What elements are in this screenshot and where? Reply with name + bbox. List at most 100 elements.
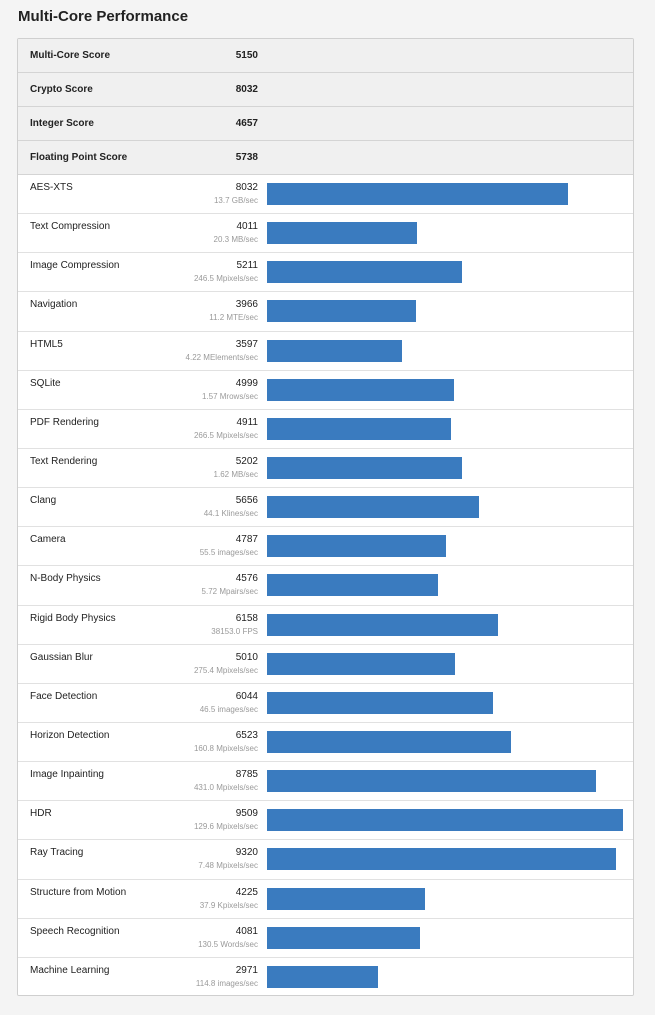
- benchmark-rate: 275.4 Mpixels/sec: [193, 665, 258, 675]
- benchmark-row: Speech Recognition 4081 130.5 Words/sec: [18, 918, 633, 958]
- benchmark-section: AES-XTS 8032 13.7 GB/sec Text Compression 40…: [18, 175, 633, 995]
- summary-label: Integer Score: [30, 118, 94, 129]
- summary-value: 4657: [235, 118, 258, 129]
- benchmark-row: PDF Rendering 4911 266.5 Mpixels/sec: [18, 409, 633, 449]
- benchmark-name: HTML5: [30, 338, 63, 350]
- benchmark-score: 4011: [236, 221, 258, 233]
- summary-section: Multi-Core Score 5150 Crypto Score 8032 Inte…: [18, 39, 633, 175]
- benchmark-row: AES-XTS 8032 13.7 GB/sec: [18, 175, 633, 215]
- benchmark-name: Camera: [30, 534, 66, 546]
- summary-row: Crypto Score 8032: [18, 73, 633, 107]
- benchmark-score: 3597: [235, 338, 258, 350]
- benchmark-row: Structure from Motion 4225 37.9 Kpixels/se…: [18, 879, 633, 919]
- benchmark-row: Text Rendering 5202 1.62 MB/sec: [18, 448, 633, 489]
- benchmark-row: Gaussian Blur 5010 275.4 Mpixels/sec: [18, 644, 633, 684]
- benchmark-score: 8785: [235, 769, 258, 781]
- benchmark-name: Text Compression: [30, 221, 111, 233]
- benchmark-name: Rigid Body Physics: [30, 612, 116, 624]
- benchmark-score-bar: [267, 809, 623, 832]
- summary-row: Multi-Core Score 5150: [18, 39, 633, 73]
- benchmark-name: Horizon Detection: [30, 729, 110, 741]
- benchmark-rate: 44.1 Klines/sec: [203, 509, 258, 519]
- benchmark-name: HDR: [30, 808, 52, 820]
- benchmark-score-bar: [267, 456, 462, 479]
- benchmark-row: Face Detection 6044 46.5 images/sec: [18, 683, 633, 723]
- benchmark-score: 5010: [235, 651, 258, 663]
- benchmark-rate: 7.48 Mpixels/sec: [198, 861, 258, 871]
- benchmark-row: Ray Tracing 9320 7.48 Mpixels/sec: [18, 840, 633, 880]
- benchmark-row: N-Body Physics 4576 5.72 Mpairs/sec: [18, 566, 633, 606]
- page-title: Multi-Core Performance: [18, 8, 189, 25]
- benchmark-score-bar: [267, 417, 451, 440]
- benchmark-rate: 4.22 MElements/sec: [185, 352, 258, 362]
- summary-label: Crypto Score: [30, 84, 93, 95]
- benchmark-row: Image Inpainting 8785 431.0 Mpixels/sec: [18, 762, 633, 802]
- benchmark-score-bar: [267, 848, 616, 871]
- results-table: Multi-Core Score 5150 Crypto Score 8032 Inte…: [17, 38, 634, 996]
- benchmark-name: SQLite: [30, 377, 61, 389]
- benchmark-score: 6044: [235, 690, 258, 702]
- summary-label: Floating Point Score: [30, 152, 128, 163]
- benchmark-rate: 20.3 MB/sec: [213, 235, 258, 245]
- benchmark-row: Camera 4787 55.5 images/sec: [18, 527, 633, 567]
- benchmark-rate: 160.8 Mpixels/sec: [193, 743, 258, 753]
- benchmark-rate: 13.7 GB/sec: [213, 196, 258, 205]
- benchmark-row: Machine Learning 2971 114.8 images/sec: [18, 957, 633, 995]
- benchmark-score: 4911: [236, 416, 258, 428]
- benchmark-row: Clang 5656 44.1 Klines/sec: [18, 488, 633, 528]
- benchmark-name: Gaussian Blur: [30, 651, 93, 663]
- benchmark-score: 4999: [235, 377, 258, 389]
- summary-value: 8032: [235, 84, 258, 95]
- benchmark-row: Horizon Detection 6523 160.8 Mpixels/sec: [18, 722, 633, 763]
- benchmark-row: SQLite 4999 1.57 Mrows/sec: [18, 370, 633, 410]
- benchmark-rate: 38153.0 FPS: [211, 626, 258, 636]
- benchmark-row: Image Compression 5211 246.5 Mpixels/sec: [18, 253, 633, 293]
- benchmark-score-bar: [267, 613, 498, 636]
- benchmark-score: 9509: [235, 808, 258, 820]
- benchmark-score: 4225: [235, 886, 258, 898]
- benchmark-score-bar: [267, 222, 418, 245]
- benchmark-score-bar: [267, 691, 494, 714]
- benchmark-score: 2971: [235, 964, 258, 976]
- summary-value: 5738: [235, 152, 258, 163]
- benchmark-rate: 55.5 images/sec: [199, 548, 258, 558]
- benchmark-score: 5656: [235, 495, 258, 507]
- benchmark-row: Rigid Body Physics 6158 38153.0 FPS: [18, 605, 633, 645]
- benchmark-row: HDR 9509 129.6 Mpixels/sec: [18, 801, 633, 841]
- benchmark-name: Speech Recognition: [30, 925, 120, 937]
- benchmark-score-bar: [267, 261, 463, 284]
- benchmark-score: 8032: [235, 182, 258, 193]
- benchmark-name: N-Body Physics: [30, 573, 101, 585]
- benchmark-name: PDF Rendering: [30, 416, 99, 428]
- benchmark-name: Ray Tracing: [30, 847, 84, 859]
- benchmark-rate: 130.5 Words/sec: [198, 939, 258, 949]
- benchmark-score: 6158: [235, 612, 258, 624]
- benchmark-rate: 266.5 Mpixels/sec: [193, 430, 258, 440]
- benchmark-rate: 129.6 Mpixels/sec: [193, 822, 258, 832]
- benchmark-rate: 246.5 Mpixels/sec: [193, 274, 258, 284]
- benchmark-score-bar: [267, 730, 512, 753]
- benchmark-score-bar: [267, 965, 379, 988]
- benchmark-rate: 11.2 MTE/sec: [209, 313, 258, 323]
- summary-value: 5150: [235, 50, 258, 61]
- benchmark-name: Image Compression: [30, 260, 120, 272]
- benchmark-score: 5202: [235, 455, 258, 467]
- benchmark-name: Clang: [30, 495, 57, 507]
- benchmark-score-bar: [267, 574, 439, 597]
- summary-row: Integer Score 4657: [18, 107, 633, 141]
- benchmark-name: Machine Learning: [30, 964, 110, 976]
- benchmark-score: 4787: [235, 534, 258, 546]
- benchmark-score-bar: [267, 300, 416, 323]
- benchmark-rate: 431.0 Mpixels/sec: [193, 783, 258, 793]
- benchmark-score-bar: [267, 926, 420, 949]
- benchmark-name: Structure from Motion: [30, 886, 127, 898]
- benchmark-rate: 5.72 Mpairs/sec: [201, 587, 258, 597]
- benchmark-score: 5211: [236, 260, 258, 272]
- benchmark-score: 6523: [235, 729, 258, 741]
- benchmark-score-bar: [267, 378, 455, 401]
- benchmark-score-bar: [267, 770, 596, 793]
- benchmark-rate: 1.57 Mrows/sec: [201, 391, 258, 401]
- benchmark-rate: 1.62 MB/sec: [213, 469, 258, 479]
- benchmark-rate: 46.5 images/sec: [199, 704, 258, 714]
